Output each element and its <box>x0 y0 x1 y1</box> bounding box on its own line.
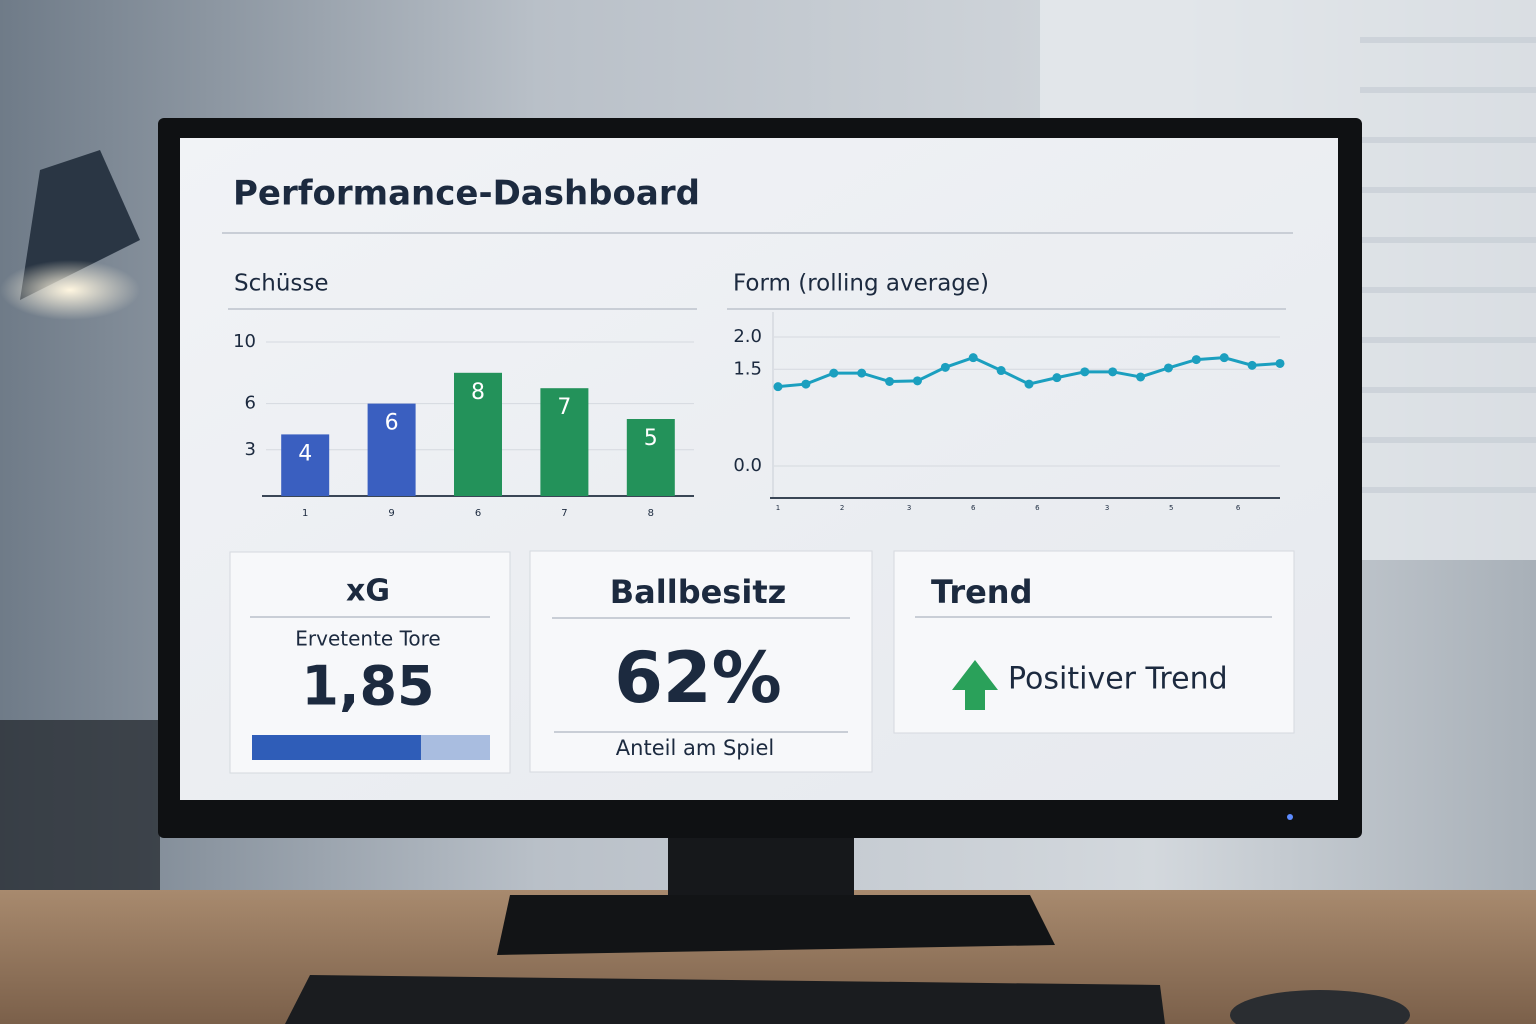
y-tick-label: 3 <box>245 439 256 460</box>
y-tick-label: 1.5 <box>733 358 762 379</box>
power-led <box>1287 814 1293 820</box>
point <box>1052 373 1062 383</box>
value-label: 7 <box>557 395 571 420</box>
card-title: Trend <box>931 573 1032 611</box>
dashboard-title: Performance-Dashboard <box>233 174 700 214</box>
trend-label: Positiver Trend <box>1008 662 1228 697</box>
bar <box>540 388 589 496</box>
point <box>996 366 1006 376</box>
monitor-base <box>497 895 1055 955</box>
card-caption: Anteil am Spiel <box>616 736 774 760</box>
mouse <box>1230 990 1410 1024</box>
point <box>1024 379 1034 389</box>
x-tick-label: 9 <box>388 508 394 519</box>
point <box>1275 358 1285 368</box>
x-tick-label: 6 <box>1236 504 1241 512</box>
point <box>1136 372 1146 382</box>
lamp-light <box>0 260 140 320</box>
card-value: 1,85 <box>301 655 434 718</box>
point <box>885 377 895 387</box>
y-tick-label: 0.0 <box>733 455 762 476</box>
x-tick-label: 5 <box>1169 504 1173 512</box>
x-tick-label: 8 <box>648 508 654 519</box>
bar <box>454 372 502 496</box>
y-tick-label: 6 <box>245 393 256 414</box>
value-label: 8 <box>471 380 485 405</box>
value-label: 5 <box>644 426 658 451</box>
progress-fill <box>252 735 421 760</box>
point <box>1247 360 1257 370</box>
value-label: 4 <box>298 441 312 466</box>
x-tick-label: 6 <box>1035 504 1040 512</box>
point <box>829 368 839 378</box>
bar <box>367 403 416 496</box>
card-subtitle: Ervetente Tore <box>295 627 440 651</box>
keyboard <box>285 975 1165 1024</box>
point <box>912 376 922 386</box>
x-tick-label: 2 <box>840 504 844 512</box>
bar <box>626 419 675 496</box>
card-title: xG <box>346 574 390 609</box>
point <box>1108 367 1118 377</box>
blinds <box>1360 37 1536 493</box>
shelf <box>0 720 160 920</box>
possession-card <box>529 550 873 773</box>
monitor-neck <box>668 836 854 902</box>
point <box>940 362 950 372</box>
point <box>773 382 783 392</box>
point <box>1191 355 1201 365</box>
point <box>1219 353 1229 363</box>
x-tick-label: 6 <box>475 508 481 519</box>
y-tick-label: 10 <box>233 331 256 352</box>
point <box>857 368 867 378</box>
y-tick-label: 2.0 <box>733 326 762 347</box>
card-title: Ballbesitz <box>610 573 786 611</box>
value-label: 6 <box>385 411 399 436</box>
point <box>968 353 978 363</box>
x-tick-label: 1 <box>302 508 308 519</box>
x-tick-label: 7 <box>561 508 567 519</box>
chart-title: Form (rolling average) <box>733 271 989 297</box>
x-tick-label: 6 <box>971 504 976 512</box>
bar <box>281 434 330 496</box>
point <box>801 379 811 389</box>
x-tick-label: 3 <box>907 504 911 512</box>
x-tick-label: 1 <box>776 504 780 512</box>
card-value: 62% <box>614 637 782 719</box>
point <box>1080 367 1090 377</box>
trend-arrow <box>952 660 998 710</box>
x-tick-label: 3 <box>1105 504 1109 512</box>
point <box>1163 363 1173 373</box>
trend-card <box>893 550 1295 734</box>
chart-title: Schüsse <box>234 271 329 297</box>
